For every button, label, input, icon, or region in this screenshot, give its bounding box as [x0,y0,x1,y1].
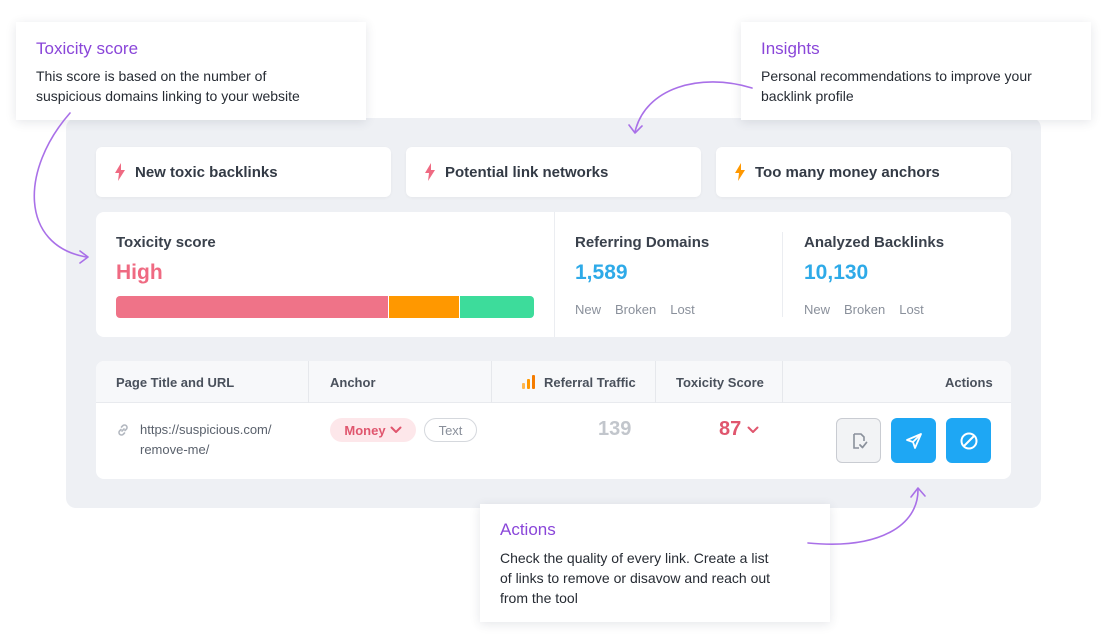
referring-domains-value[interactable]: 1,589 [575,261,628,284]
column-header-page[interactable]: Page Title and URL [116,374,235,390]
tooltip-title: Insights [761,39,820,58]
disavow-icon [960,432,977,449]
row-toxicity-score[interactable]: 87 [719,418,759,441]
tooltip-line: Check the quality of every link. Create … [500,550,769,566]
anchor-tag-label: Money [344,422,386,438]
toxicity-score-label: Toxicity score [116,234,216,251]
referring-domains-broken[interactable]: Broken [615,302,657,317]
row-url-line: remove-me/ [140,442,210,457]
tooltip-toxicity-score: Toxicity score This score is based on th… [16,22,366,120]
tooltip-text: This score is based on the number of sus… [36,66,300,106]
column-divider [655,361,656,403]
link-icon [118,424,128,436]
alert-label: New toxic backlinks [135,163,278,181]
tooltip-text: Personal recommendations to improve your… [761,66,1032,106]
outreach-button[interactable] [891,418,936,463]
tooltip-insights: Insights Personal recommendations to imp… [741,22,1091,120]
anchor-tag-dropdown[interactable]: Money [330,418,416,442]
chevron-down-icon [747,426,759,433]
tooltip-line: suspicious domains linking to your websi… [36,88,300,104]
chevron-down-icon [390,426,402,433]
table-header: Page Title and URL Anchor Referral Traff… [96,361,1011,403]
toxicity-bar-segment-high [116,296,388,318]
bolt-icon [425,163,435,181]
bolt-icon [735,163,745,181]
tooltip-title: Toxicity score [36,39,139,58]
send-icon [905,432,922,449]
column-header-actions: Actions [945,374,993,390]
column-header-traffic-label: Referral Traffic [544,374,636,390]
column-divider [308,361,309,403]
tooltip-text: Check the quality of every link. Create … [500,548,770,608]
referring-domains-lost[interactable]: Lost [670,302,695,317]
column-header-anchor[interactable]: Anchor [330,374,376,390]
analyzed-backlinks-new[interactable]: New [804,302,831,317]
alert-label: Too many money anchors [755,163,940,181]
row-url[interactable]: https://suspicious.com/ remove-me/ [140,420,290,460]
row-url-line: https://suspicious.com/ [140,422,272,437]
toxicity-bar-segment-medium [387,296,459,318]
tooltip-line: from the tool [500,590,578,606]
column-divider [491,361,492,403]
analyzed-backlinks-breakdown: New Broken Lost [804,302,924,317]
column-header-toxicity[interactable]: Toxicity Score [676,374,764,390]
metrics-divider [782,232,783,317]
metrics-card: Toxicity score High Referring Domains 1,… [96,212,1011,337]
tooltip-line: Personal recommendations to improve your [761,68,1032,84]
row-referral-traffic: 139 [598,418,632,440]
analyzed-backlinks-label: Analyzed Backlinks [804,234,945,251]
alert-label: Potential link networks [445,163,609,181]
referring-domains-label: Referring Domains [575,234,710,251]
alert-potential-link-networks[interactable]: Potential link networks [406,147,701,197]
toxicity-bar-segment-low [458,296,534,318]
analyzed-backlinks-value[interactable]: 10,130 [804,261,869,284]
toxicity-score-value: High [116,261,163,284]
review-icon [852,432,867,449]
tooltip-line: of links to remove or disavow and reach … [500,570,771,586]
backlinks-table: Page Title and URL Anchor Referral Traff… [96,361,1011,479]
toxicity-bar [116,296,534,318]
metrics-divider [554,212,555,337]
analyzed-backlinks-lost[interactable]: Lost [899,302,924,317]
bolt-icon [115,163,125,181]
column-header-traffic[interactable]: Referral Traffic [521,361,636,403]
disavow-button[interactable] [946,418,991,463]
alert-too-many-money-anchors[interactable]: Too many money anchors [716,147,1011,197]
tooltip-line: backlink profile [761,88,854,104]
analytics-icon [522,375,535,389]
anchor-type-badge: Text [424,418,477,442]
review-button[interactable] [836,418,881,463]
column-divider [782,361,783,403]
alert-new-toxic-backlinks[interactable]: New toxic backlinks [96,147,391,197]
referring-domains-new[interactable]: New [575,302,602,317]
tooltip-title: Actions [500,520,556,539]
tooltip-line: This score is based on the number of [36,68,267,84]
analyzed-backlinks-broken[interactable]: Broken [844,302,886,317]
row-toxicity-score-value: 87 [719,418,742,440]
referring-domains-breakdown: New Broken Lost [575,302,695,317]
tooltip-actions: Actions Check the quality of every link.… [480,504,830,622]
